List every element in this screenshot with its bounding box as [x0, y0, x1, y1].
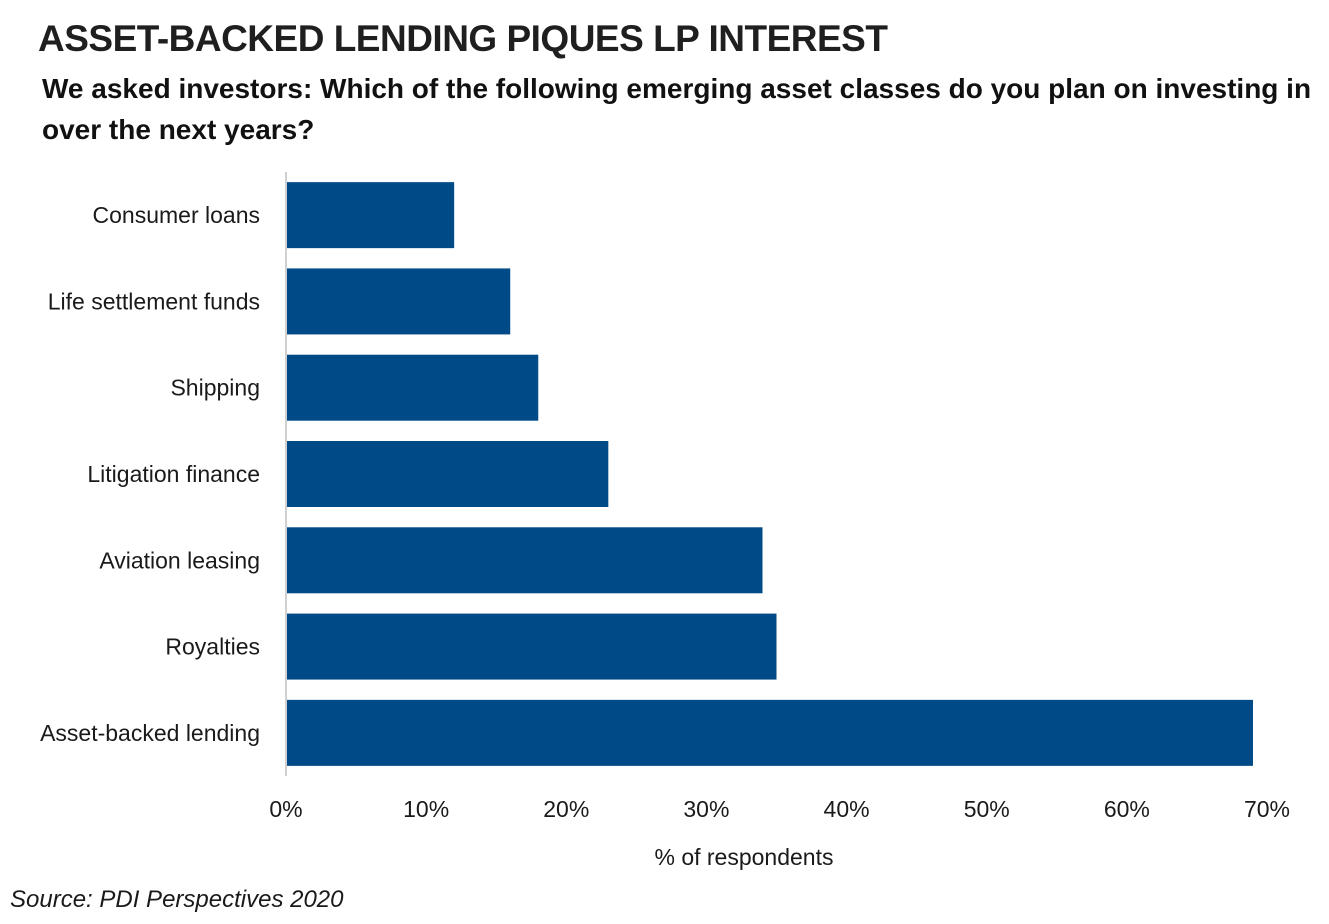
category-labels: Consumer loans Life settlement funds Shipp… [40, 202, 260, 746]
x-tick-label: 0% [269, 796, 302, 822]
category-label-asset-backed-lending: Asset-backed lending [40, 720, 260, 746]
bar-asset-backed-lending [286, 699, 1253, 766]
category-label-aviation-leasing: Aviation leasing [99, 547, 260, 573]
x-tick-label: 60% [1104, 796, 1150, 822]
x-axis-title: % of respondents [654, 844, 833, 870]
bar-aviation-leasing [286, 527, 763, 594]
x-tick-label: 40% [824, 796, 870, 822]
bar-royalties [286, 613, 777, 680]
bar-consumer-loans [286, 182, 455, 249]
category-label-litigation-finance: Litigation finance [87, 461, 260, 487]
bars-layer [286, 182, 1253, 766]
bar-litigation-finance [286, 441, 609, 507]
bar-shipping [286, 354, 539, 421]
x-axis-ticks: 0% 10% 20% 30% 40% 50% 60% 70% [269, 796, 1290, 822]
x-tick-label: 30% [683, 796, 729, 822]
x-tick-label: 50% [964, 796, 1010, 822]
chart-title: ASSET-BACKED LENDING PIQUES LP INTEREST [38, 18, 888, 59]
chart-subtitle: We asked investors: Which of the followi… [42, 73, 1312, 145]
category-label-royalties: Royalties [165, 634, 260, 660]
category-label-shipping: Shipping [170, 375, 260, 401]
x-tick-label: 70% [1244, 796, 1290, 822]
x-tick-label: 20% [543, 796, 589, 822]
category-label-life-settlement-funds: Life settlement funds [48, 288, 260, 314]
category-label-consumer-loans: Consumer loans [93, 202, 260, 228]
x-tick-label: 10% [403, 796, 449, 822]
source-note: Source: PDI Perspectives 2020 [10, 886, 344, 913]
bar-life-settlement-funds [286, 268, 511, 335]
